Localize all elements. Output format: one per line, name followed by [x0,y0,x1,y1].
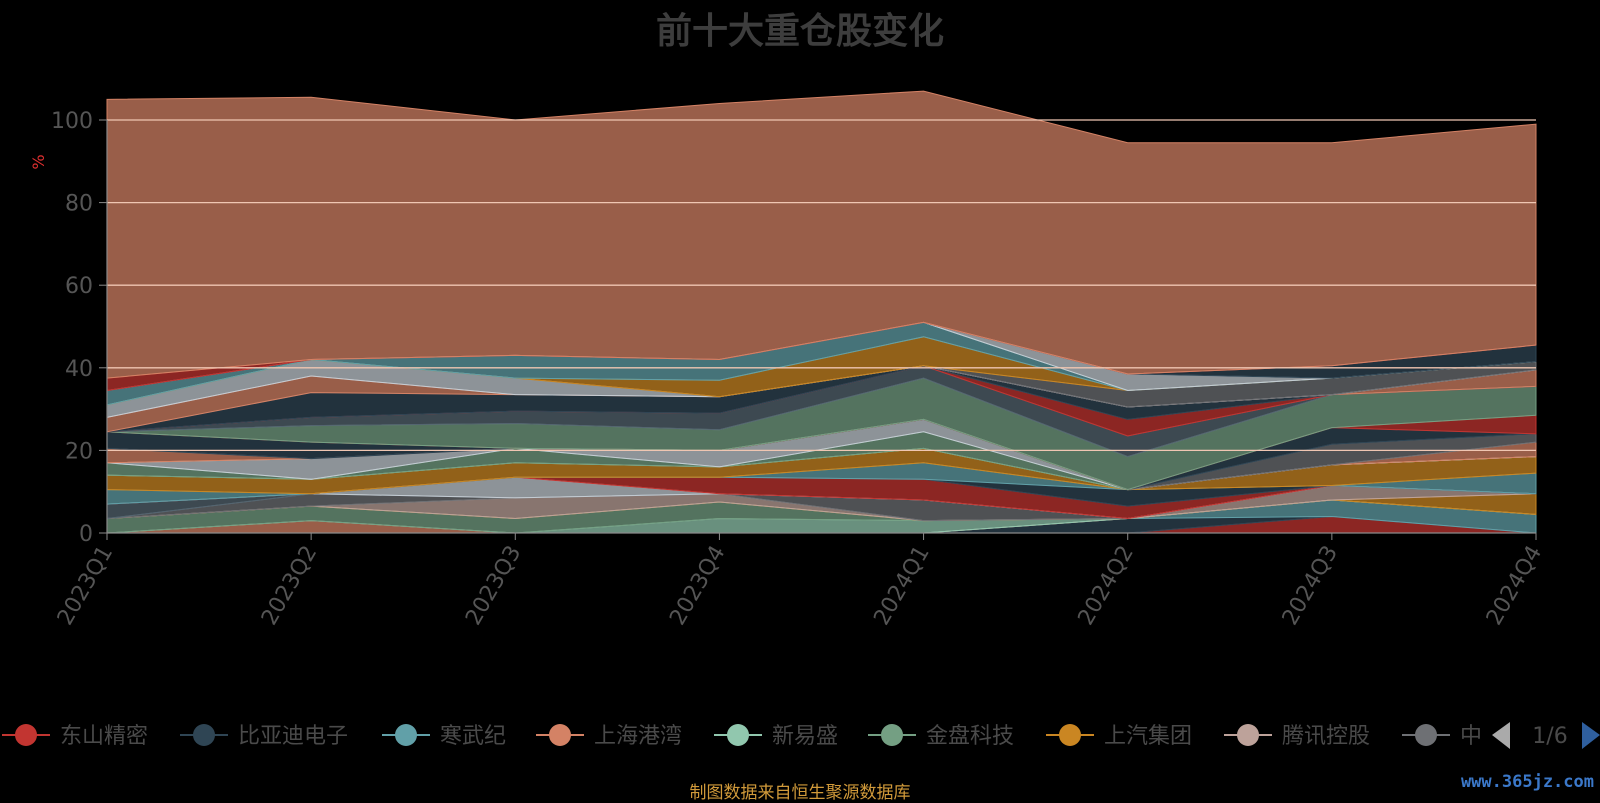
legend-item-1[interactable]: 比亚迪电子 [180,724,348,749]
legend-item-8[interactable]: 中 [1402,724,1482,749]
legend-label-2: 寒武纪 [440,724,506,749]
legend-item-2[interactable]: 寒武纪 [382,724,506,749]
legend-label-7: 腾讯控股 [1282,724,1370,749]
legend-page-indicator: 1/6 [1532,724,1567,749]
y-axis-label: % [29,154,48,169]
legend-label-1: 比亚迪电子 [238,724,348,749]
legend-label-4: 新易盛 [772,724,838,749]
x-tick-label-2023Q3: 2023Q3 [461,542,526,630]
legend-marker-1 [193,724,215,746]
source-note: 制图数据来自恒生聚源数据库 [689,783,911,803]
y-tick-label-40: 40 [65,357,93,382]
watermark: www.365jz.com [1460,772,1594,792]
area-series-34 [106,90,1537,379]
legend-label-0: 东山精密 [60,724,148,749]
legend-marker-0 [15,724,37,746]
legend-item-6[interactable]: 上汽集团 [1046,724,1192,749]
y-tick-label-80: 80 [65,192,93,217]
x-tick-label-2023Q4: 2023Q4 [665,542,730,630]
x-tick-label-2024Q4: 2024Q4 [1482,542,1547,630]
legend-item-3[interactable]: 上海港湾 [536,724,682,749]
y-tick-label-100: 100 [51,109,93,134]
y-tick-label-60: 60 [65,274,93,299]
legend-label-3: 上海港湾 [594,724,682,749]
legend-item-7[interactable]: 腾讯控股 [1224,724,1370,749]
legend-next-icon[interactable] [1582,722,1600,749]
legend-marker-2 [395,724,417,746]
legend-marker-3 [549,724,571,746]
legend-marker-5 [881,724,903,746]
x-tick-label-2024Q2: 2024Q2 [1074,542,1139,630]
chart-title: 前十大重仓股变化 [655,11,944,52]
legend-marker-4 [727,724,749,746]
legend-prev-icon[interactable] [1492,722,1510,749]
legend-marker-7 [1237,724,1259,746]
legend-label-5: 金盘科技 [926,724,1014,749]
legend-item-0[interactable]: 东山精密 [2,724,148,749]
legend-item-5[interactable]: 金盘科技 [868,724,1014,749]
y-tick-label-0: 0 [79,522,93,547]
x-tick-label-2023Q1: 2023Q1 [53,542,118,630]
legend-label-6: 上汽集团 [1104,724,1192,749]
legend-label-8: 中 [1460,724,1482,749]
y-tick-label-20: 20 [65,439,93,464]
legend-item-4[interactable]: 新易盛 [714,724,838,749]
x-tick-label-2024Q3: 2024Q3 [1278,542,1343,630]
x-tick-label-2024Q1: 2024Q1 [869,542,934,630]
legend-marker-8 [1415,724,1437,746]
x-tick-label-2023Q2: 2023Q2 [257,542,322,630]
legend-marker-6 [1059,724,1081,746]
